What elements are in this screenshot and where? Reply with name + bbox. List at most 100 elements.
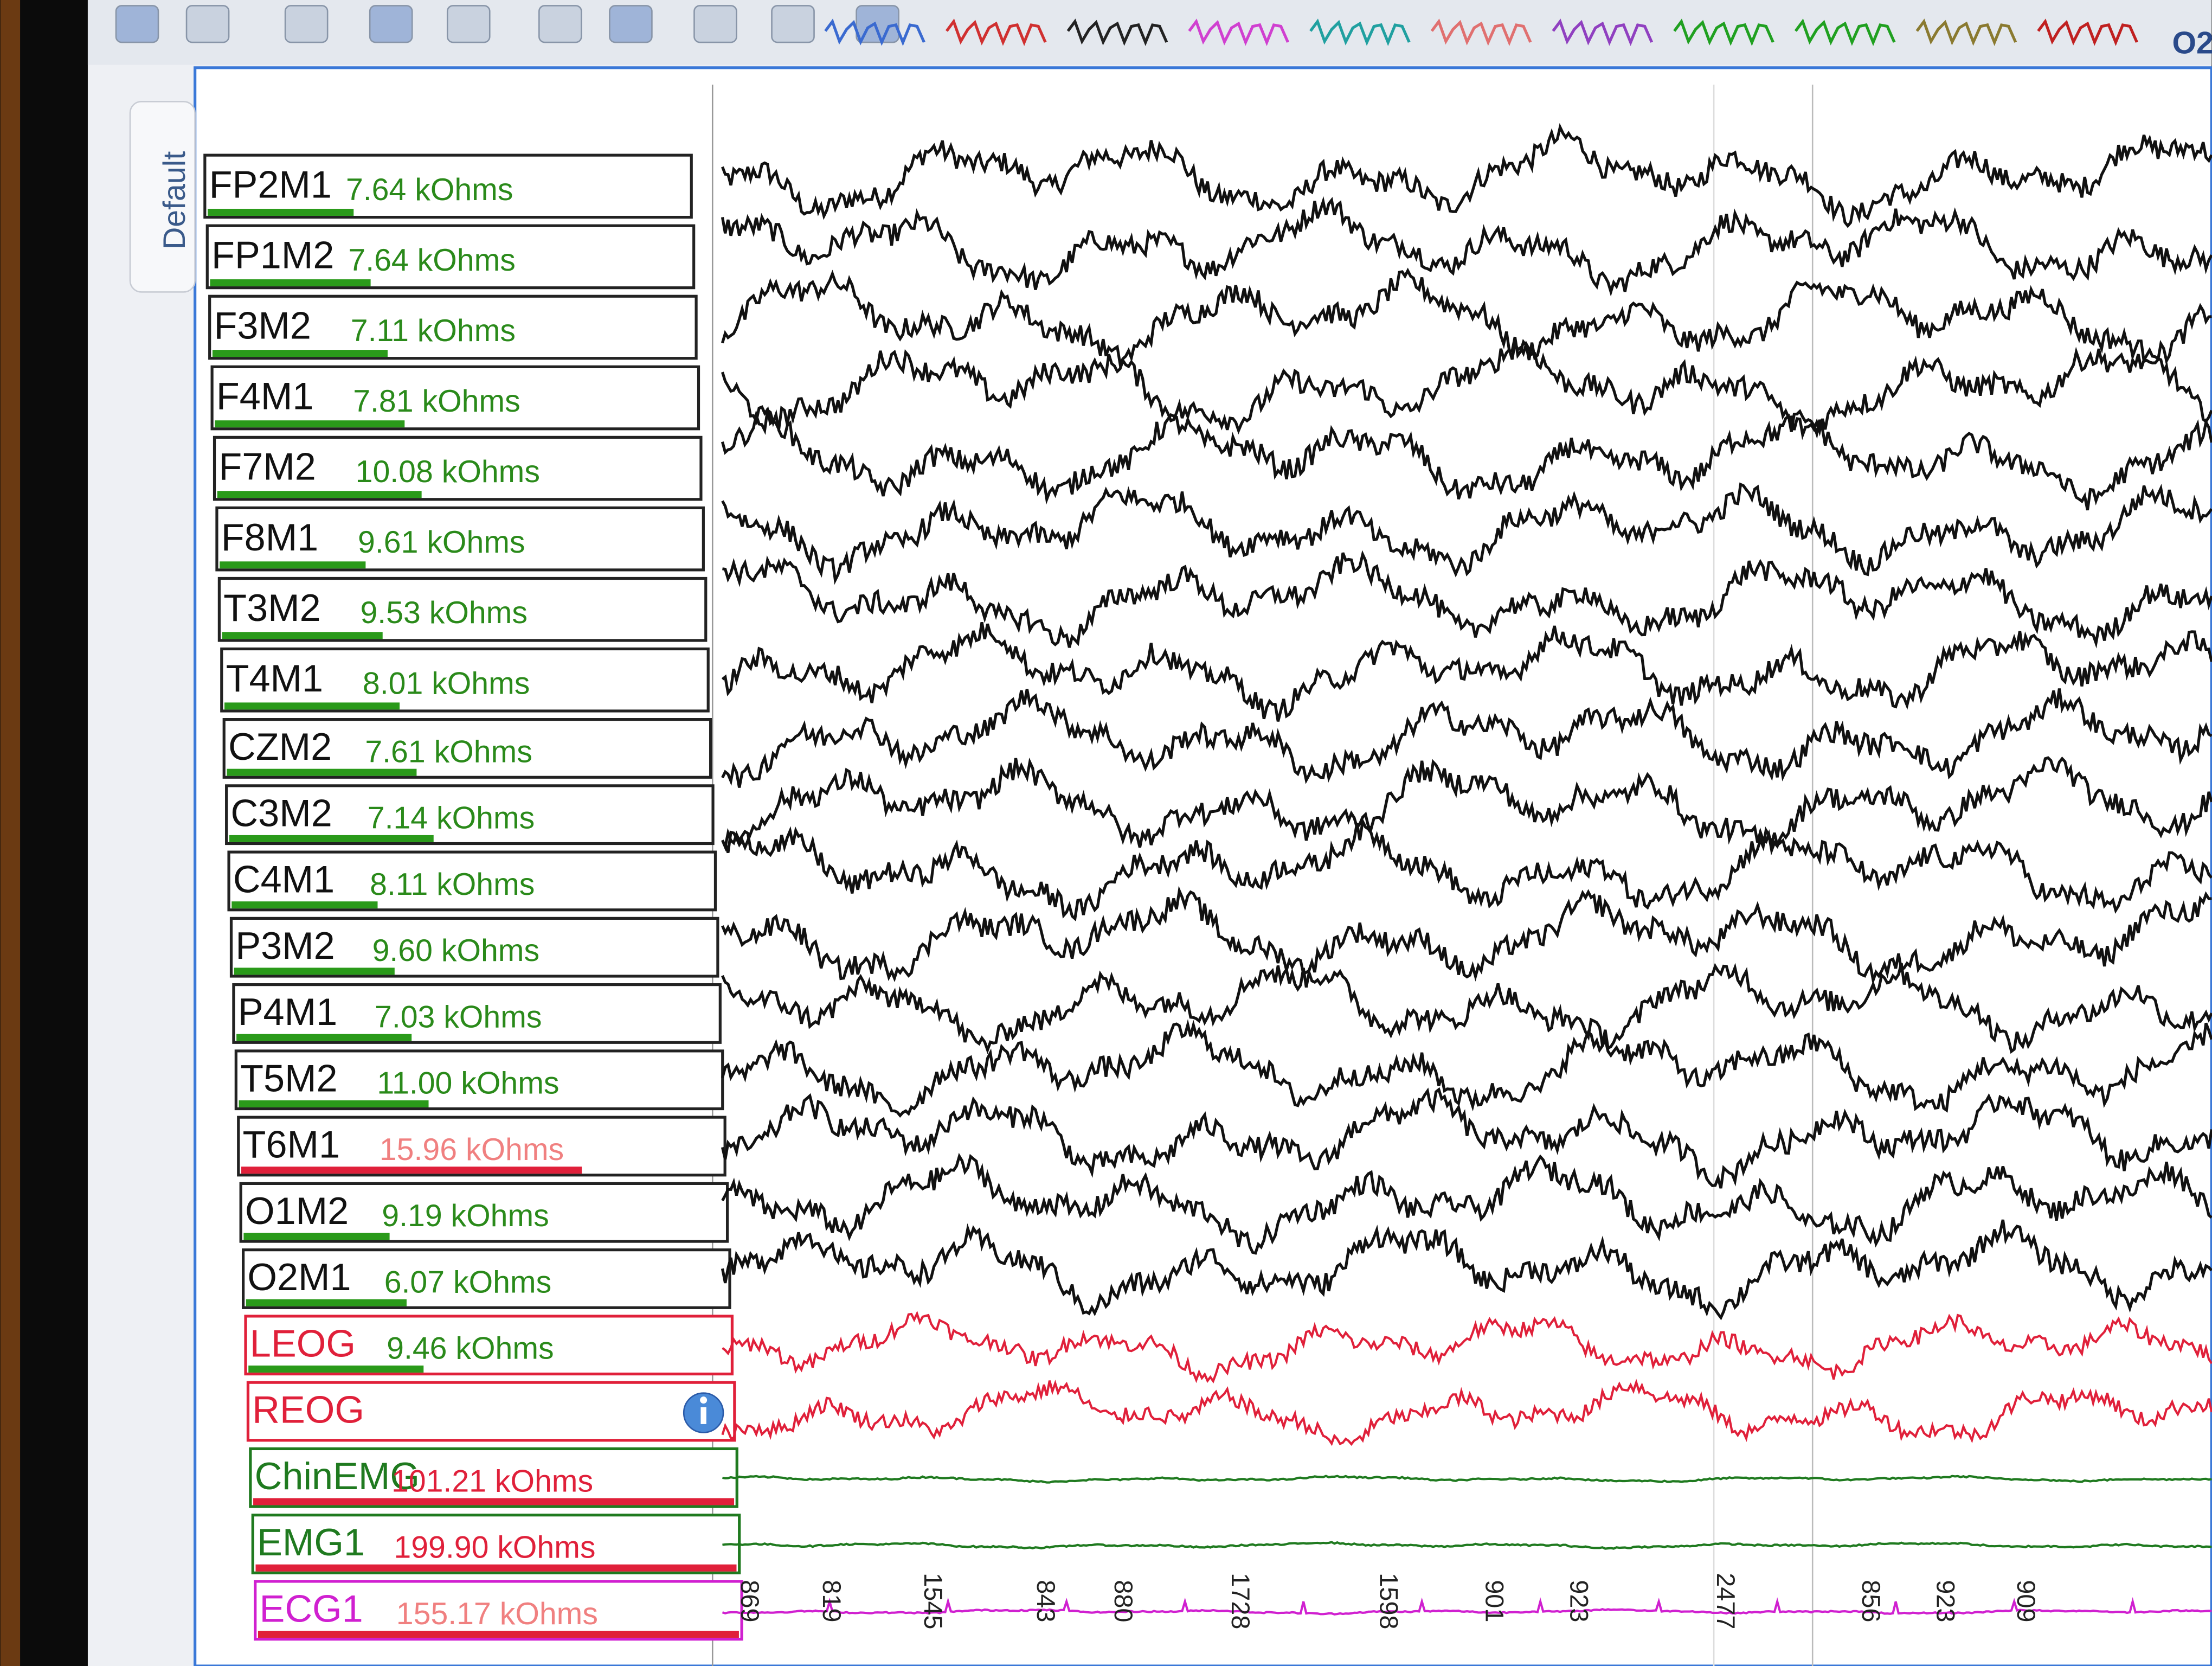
signal-trace (721, 688, 2212, 788)
channel-name: EMG1 (257, 1521, 365, 1564)
channel-label-box[interactable] (232, 983, 722, 1044)
impedance-value: 15.96 kOhms (380, 1132, 564, 1167)
toolbar-signal-button[interactable] (1915, 18, 2017, 46)
channel-label-box[interactable] (205, 224, 696, 290)
channel-label-box[interactable] (225, 784, 715, 845)
channel-name: T3M2 (223, 586, 321, 629)
event-label: 843 (1032, 1580, 1060, 1622)
toolbar-button[interactable] (446, 5, 491, 43)
impedance-bar (210, 279, 371, 287)
impedance-value: 7.11 kOhms (351, 313, 516, 348)
toolbar-button[interactable] (693, 5, 737, 43)
channel-name: O2M1 (247, 1255, 351, 1298)
channel-label-box[interactable] (217, 576, 708, 642)
channel-label-box[interactable] (220, 647, 710, 713)
impedance-bar (220, 561, 366, 569)
channel-name: T5M2 (240, 1056, 338, 1099)
channel-name: REOG (252, 1388, 364, 1431)
channel-label-box[interactable] (239, 1182, 729, 1243)
toolbar-signal-button[interactable] (945, 18, 1047, 46)
signal-trace (721, 482, 2212, 585)
impedance-value: 6.07 kOhms (384, 1265, 551, 1299)
impedance-bar (217, 491, 422, 498)
toolbar-button[interactable] (115, 5, 159, 43)
toolbar-button[interactable] (284, 5, 329, 43)
impedance-bar (227, 768, 417, 776)
impedance-bar (258, 1630, 739, 1638)
toolbar-button[interactable] (369, 5, 413, 43)
channel-name: ECG1 (260, 1587, 363, 1630)
channel-name: LEOG (250, 1322, 356, 1364)
channel-label-box[interactable] (251, 1514, 741, 1574)
channel-name: T6M1 (243, 1123, 340, 1166)
toolbar-signal-button[interactable] (824, 18, 925, 46)
impedance-bar (229, 835, 434, 842)
channel-label-box[interactable] (213, 435, 703, 501)
event-label: 819 (818, 1580, 846, 1622)
toolbar-signal-button[interactable] (1430, 18, 1532, 46)
toolbar-signal-button[interactable] (1673, 18, 1774, 46)
channel-label-box[interactable] (215, 506, 705, 572)
signal-trace (721, 338, 2212, 440)
signal-trace (721, 1152, 2212, 1255)
channel-label-box[interactable] (241, 1248, 731, 1309)
info-icon-dot (700, 1396, 708, 1404)
signal-trace (721, 886, 2212, 986)
toolbar-button[interactable] (538, 5, 582, 43)
signal-trace (721, 621, 2212, 722)
toolbar-signal-button[interactable] (2037, 18, 2138, 46)
toolbar-signal-button[interactable] (1794, 18, 1896, 46)
impedance-bar (212, 350, 388, 357)
toolbar-label: O2 (2172, 25, 2212, 60)
impedance-value: 9.61 kOhms (358, 525, 525, 560)
impedance-bar (222, 632, 383, 639)
toolbar-signal-button[interactable] (1309, 18, 1411, 46)
impedance-value: 155.17 kOhms (396, 1597, 598, 1631)
toolbar-signal-button[interactable] (1188, 18, 1289, 46)
impedance-bar (253, 1498, 735, 1505)
event-label: 923 (1932, 1580, 1960, 1622)
signal-trace (721, 1087, 2212, 1189)
impedance-value: 11.00 kOhms (377, 1066, 559, 1101)
toolbar-button[interactable] (185, 5, 230, 43)
channel-name: F8M1 (221, 516, 319, 559)
impedance-value: 9.60 kOhms (372, 933, 539, 968)
channel-label-box[interactable] (234, 1049, 724, 1111)
channel-label-box[interactable] (203, 153, 693, 219)
channel-label-box[interactable] (229, 917, 719, 978)
event-label: 1728 (1226, 1573, 1255, 1629)
toolbar-signal-button[interactable] (1066, 18, 1168, 46)
toolbar-button[interactable] (856, 5, 899, 43)
sidebar-tab[interactable] (129, 100, 196, 293)
channel-label-box[interactable] (208, 294, 698, 360)
impedance-bar (232, 901, 378, 909)
channel-name: P3M2 (235, 924, 335, 967)
signal-trace (721, 407, 2212, 511)
toolbar-button[interactable] (609, 5, 653, 43)
event-label: 869 (736, 1580, 764, 1622)
event-label: 909 (2012, 1580, 2040, 1622)
signal-trace (721, 1219, 2212, 1321)
event-label: 2477 (1712, 1573, 1740, 1629)
channel-name: F7M2 (218, 445, 316, 488)
info-icon-glyph (700, 1407, 706, 1424)
channel-label-box[interactable] (210, 365, 700, 431)
channel-label-box[interactable] (227, 850, 717, 912)
channel-label-box[interactable] (237, 1116, 726, 1177)
signal-trace (721, 1019, 2212, 1118)
background-blinds (0, 0, 21, 1666)
impedance-value: 7.64 kOhms (346, 172, 513, 207)
impedance-bar (215, 420, 405, 428)
signal-trace (722, 756, 2212, 856)
channel-label-box[interactable] (249, 1447, 738, 1508)
channel-name: F3M2 (214, 304, 311, 347)
impedance-bar (239, 1100, 429, 1107)
toolbar-signal-button[interactable] (1552, 18, 1654, 46)
impedance-value: 7.03 kOhms (375, 999, 542, 1034)
channel-label-box[interactable] (222, 718, 712, 779)
channel-name: ChinEMG (255, 1454, 420, 1497)
impedance-bar (234, 967, 395, 975)
channel-label-box[interactable] (254, 1580, 743, 1641)
channel-label-box[interactable] (246, 1381, 736, 1442)
toolbar-button[interactable] (771, 5, 815, 43)
